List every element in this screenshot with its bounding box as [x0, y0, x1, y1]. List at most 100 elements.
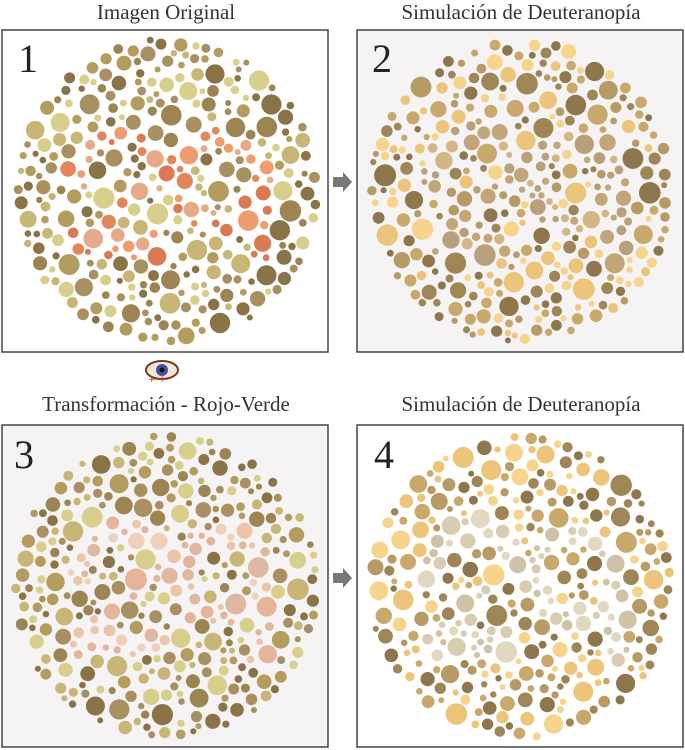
plate-dot [274, 160, 285, 170]
plate-dot [459, 151, 469, 160]
plate-dot [201, 281, 208, 288]
plate-dot [218, 665, 229, 676]
plate-dot [479, 694, 487, 702]
plate-dot [481, 718, 494, 730]
plate-dot [149, 583, 157, 592]
plate-dot [306, 594, 319, 607]
plate-dot [187, 583, 195, 590]
plate-dot [437, 281, 446, 290]
plate-dot [570, 216, 579, 225]
plate-dot [544, 328, 553, 336]
plate-dot [518, 666, 534, 681]
plate-dot [238, 644, 251, 656]
plate-dot [147, 106, 157, 116]
plate-dot [34, 665, 41, 672]
plate-dot [140, 46, 156, 62]
plate-dot [393, 272, 402, 280]
plate-dot [438, 621, 446, 629]
plate-dot [149, 610, 163, 624]
plate-dot [134, 483, 148, 497]
plate-dot [77, 170, 86, 178]
plate-dot [562, 149, 572, 160]
plate-dot [633, 225, 653, 244]
plate-dot [464, 86, 478, 100]
plate-dot [392, 664, 403, 674]
plate-dot [225, 303, 232, 311]
plate-dot [116, 544, 125, 552]
plate-dot [73, 627, 84, 638]
plate-dot [143, 723, 151, 731]
plate-dot [573, 278, 595, 300]
plate-dot [136, 69, 145, 78]
plate-dot [113, 445, 121, 453]
plate-dot [242, 586, 251, 596]
plate-dot [91, 455, 111, 474]
plate-dot [529, 199, 546, 215]
plate-dot [208, 448, 216, 456]
plate-dot [376, 224, 398, 246]
plate-dot [152, 478, 170, 497]
plate-dot [292, 646, 304, 658]
plate-dot [254, 234, 272, 252]
plate-dot [174, 461, 184, 470]
plate-dot [580, 546, 587, 553]
plate-dot [116, 55, 132, 71]
plate-dot [644, 144, 653, 153]
plate-dot [83, 605, 94, 616]
plate-dot [622, 148, 644, 169]
plate-dot [173, 215, 183, 225]
plate-dot [36, 541, 47, 553]
plate-dot [483, 528, 494, 539]
plate-dot [283, 168, 294, 178]
plate-dot [547, 597, 555, 605]
plate-dot [510, 609, 518, 617]
plate-dot [404, 580, 413, 589]
plate-dot [514, 523, 524, 532]
plate-dot [210, 209, 217, 216]
panel-title: Imagen Original [97, 0, 235, 24]
plate-dot [660, 212, 670, 222]
plate-dot [207, 85, 219, 97]
plate-dot [588, 536, 603, 551]
plate-dot [93, 187, 115, 209]
plate-dot [533, 304, 540, 311]
plate-dot [546, 198, 553, 205]
plate-dot [158, 320, 169, 331]
plate-dot [520, 257, 527, 264]
plate-dot [58, 281, 74, 298]
plate-dot [533, 227, 550, 244]
plate-dot [155, 98, 165, 108]
plate-dot [444, 252, 467, 274]
plate-dot [182, 51, 190, 59]
plate-dot [91, 315, 100, 324]
plate-dot [159, 727, 171, 739]
plate-dot [176, 690, 184, 698]
plate-dot [251, 499, 262, 510]
plate-dot [542, 585, 553, 595]
plate-dot [483, 208, 498, 223]
plate-dot [63, 592, 71, 600]
plate-dot [529, 192, 536, 199]
plate-dot [442, 572, 454, 584]
plate-dot [160, 689, 172, 701]
plate-dot [159, 292, 181, 314]
plate-dot [61, 85, 71, 95]
plate-dot [404, 191, 424, 210]
plate-dot [518, 616, 532, 631]
plate-dot [635, 96, 647, 109]
plate-dot [166, 443, 174, 452]
plate-dot [435, 120, 450, 134]
plate-dot [113, 256, 128, 272]
plate-dot [520, 597, 535, 612]
plate-dot [574, 304, 582, 311]
plate-dot [116, 277, 123, 284]
plate-dot [493, 278, 503, 287]
plate-dot [104, 492, 113, 501]
plate-dot [546, 470, 554, 478]
plate-dot [137, 147, 147, 156]
plate-dot [511, 332, 518, 339]
plate-dot [506, 151, 513, 158]
plate-dot [156, 185, 163, 192]
plate-dot [483, 644, 493, 654]
plate-dot [136, 237, 150, 251]
